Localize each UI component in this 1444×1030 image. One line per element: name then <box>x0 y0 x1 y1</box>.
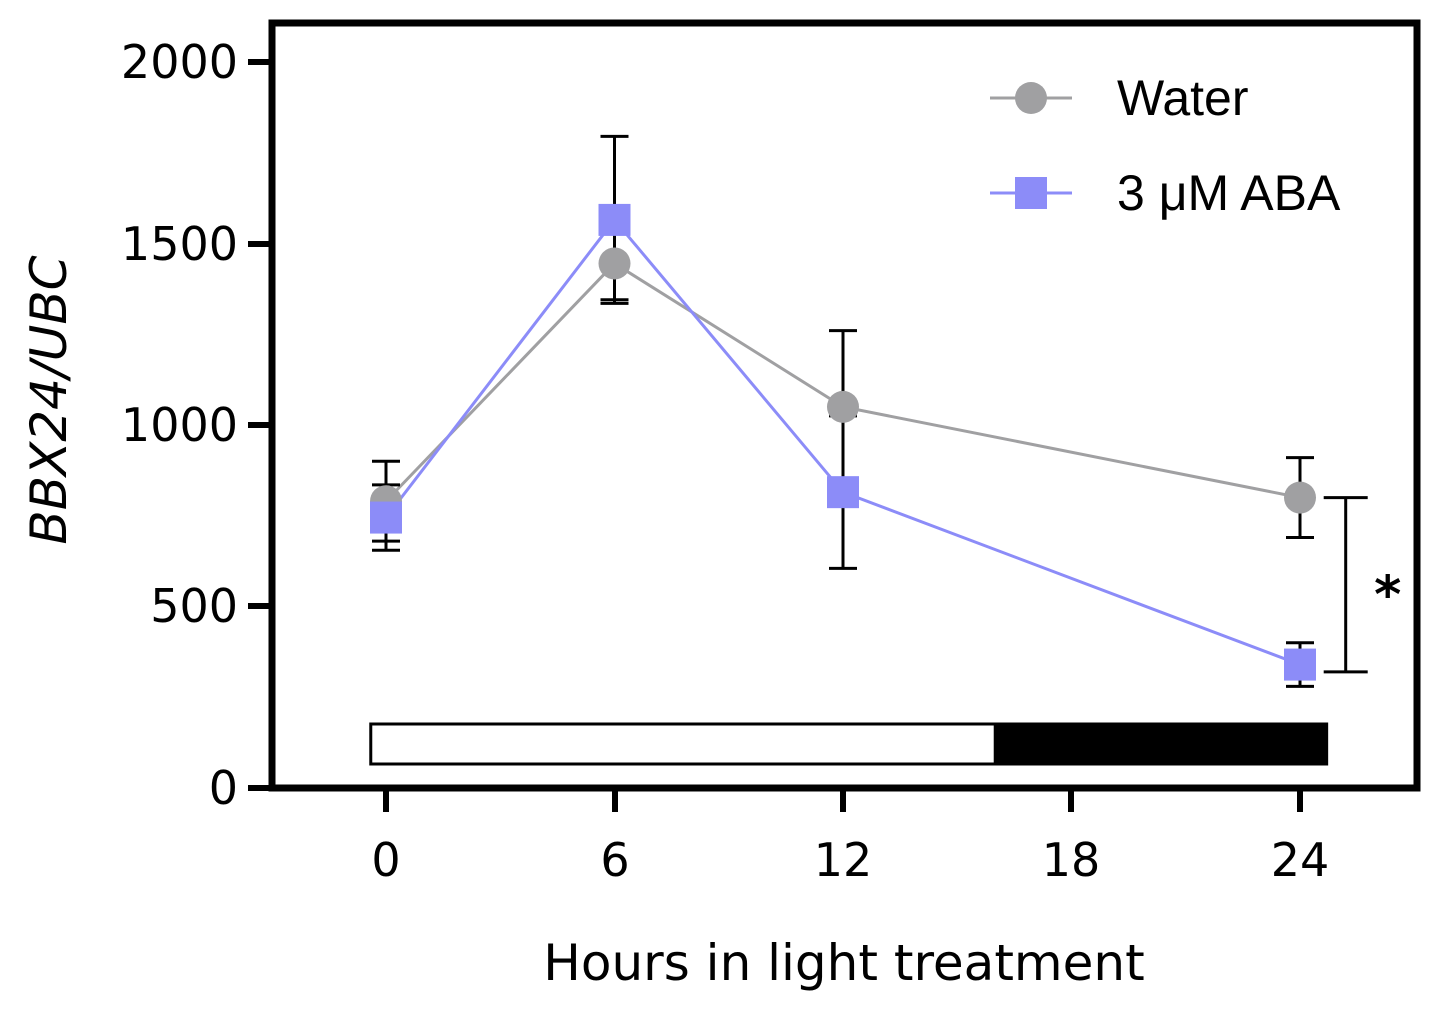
y-tick-label-2000: 2000 <box>121 35 238 89</box>
x-axis: 0 6 12 18 24 <box>371 788 1329 887</box>
legend-label-aba: 3 μM ABA <box>1117 165 1341 221</box>
y-axis-title: BBX24/UBC <box>20 255 78 544</box>
series-line-aba <box>384 217 1301 666</box>
x-tick-label-24: 24 <box>1271 833 1330 887</box>
legend-item-water: Water <box>990 70 1249 126</box>
legend-marker-water <box>1015 82 1047 114</box>
legend-label-water: Water <box>1117 70 1249 126</box>
dark-period-bar <box>993 722 1329 766</box>
data-point-aba-0h <box>370 501 402 534</box>
legend: Water 3 μM ABA <box>990 70 1341 221</box>
data-point-water-24h <box>1284 481 1316 514</box>
data-point-water-6h <box>598 247 631 280</box>
y-tick-label-0: 0 <box>209 761 238 815</box>
x-axis-title: Hours in light treatment <box>543 934 1144 992</box>
x-tick-label-0: 0 <box>371 833 400 887</box>
series-layer <box>370 134 1316 688</box>
light-period-bar <box>369 722 997 766</box>
x-tick-label-18: 18 <box>1042 833 1101 887</box>
x-tick-label-12: 12 <box>814 833 873 887</box>
light-dark-bar <box>369 722 1329 766</box>
x-tick-label-6: 6 <box>600 833 629 887</box>
data-point-aba-12h <box>827 476 859 509</box>
y-tick-label-1500: 1500 <box>121 217 238 271</box>
data-point-aba-6h <box>598 203 631 236</box>
data-point-water-12h <box>827 390 859 423</box>
y-tick-label-500: 500 <box>150 579 238 633</box>
data-point-aba-24h <box>1284 648 1316 681</box>
y-tick-label-1000: 1000 <box>121 398 238 452</box>
legend-item-aba: 3 μM ABA <box>990 165 1341 221</box>
significance-asterisk: * <box>1374 566 1401 626</box>
series-line-water <box>384 261 1301 503</box>
y-axis: 0 500 1000 1500 2000 <box>121 35 272 815</box>
legend-marker-aba <box>1015 177 1047 209</box>
significance-bracket: * <box>1323 496 1401 674</box>
